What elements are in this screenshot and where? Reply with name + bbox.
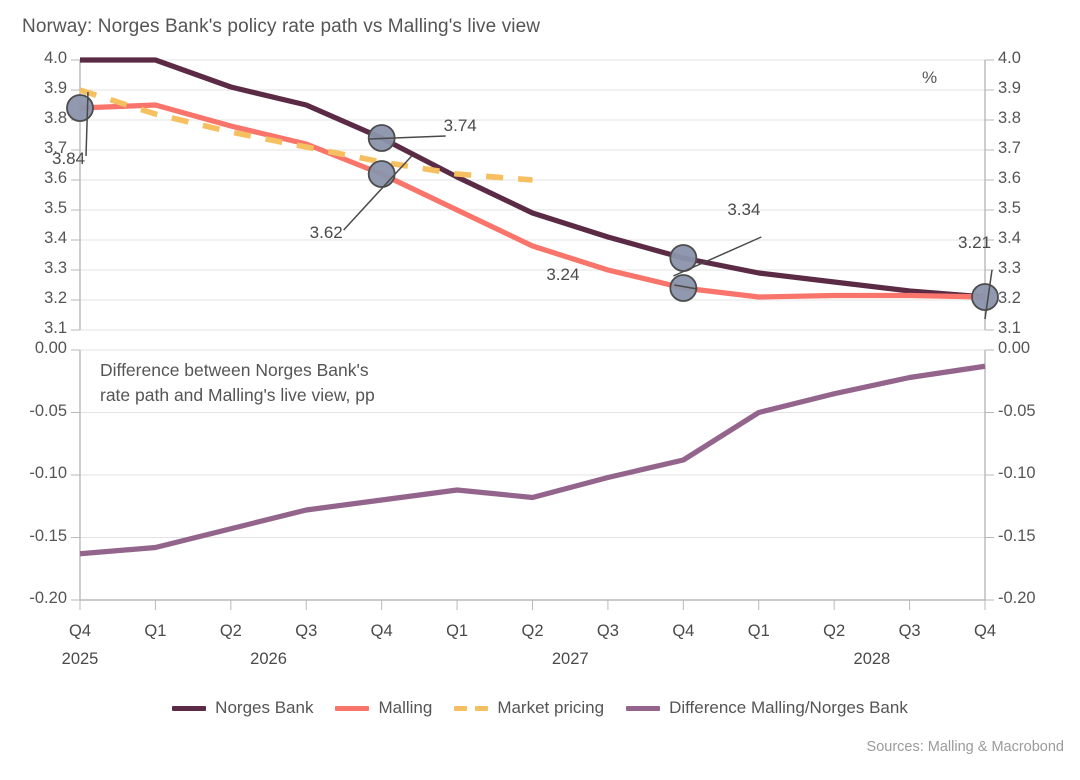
annotation-leader-lines (85, 91, 993, 320)
x-axis-year-label: 2025 (61, 650, 99, 668)
y-axis-tick-right: -0.10 (998, 464, 1036, 482)
legend-item-3[interactable]: Difference Malling/Norges Bank (626, 698, 908, 718)
x-axis-quarter-label: Q4 (68, 622, 91, 640)
x-axis-quarter-label: Q3 (295, 622, 318, 640)
y-axis-tick-right: 4.0 (998, 49, 1021, 67)
x-axis-quarter-label: Q2 (219, 622, 242, 640)
legend-label: Market pricing (497, 698, 605, 717)
x-axis-quarter-label: Q1 (144, 622, 167, 640)
data-point-label: 3.62 (309, 223, 343, 242)
x-axis-year-label: 2027 (551, 650, 589, 668)
data-point-label: 3.74 (443, 116, 477, 135)
y-axis-tick-right: -0.20 (998, 589, 1036, 607)
x-axis-quarter-label: Q4 (370, 622, 393, 640)
data-point-label: 3.34 (727, 200, 761, 219)
y-axis-tick-left: 0.00 (34, 339, 67, 357)
legend-item-1[interactable]: Malling (335, 698, 432, 718)
x-axis-quarter-label: Q2 (823, 622, 846, 640)
y-axis-tick-right: 3.2 (998, 289, 1021, 307)
y-axis-tick-left: 3.5 (44, 199, 67, 217)
x-axis-quarter-label: Q4 (973, 622, 996, 640)
y-axis-tick-left: 3.8 (44, 109, 67, 127)
legend-swatch-icon (335, 705, 370, 711)
data-point-label: 3.21 (958, 233, 992, 252)
y-axis-tick-right: 0.00 (998, 339, 1031, 357)
legend-swatch-icon (454, 705, 489, 711)
legend-label: Difference Malling/Norges Bank (669, 698, 908, 717)
y-axis-tick-right: 3.9 (998, 79, 1021, 97)
y-axis-tick-right: -0.05 (998, 401, 1036, 420)
x-axis-quarter-label: Q4 (672, 622, 695, 640)
y-axis-tick-left: 3.3 (44, 259, 67, 277)
series-lines (79, 57, 986, 557)
y-axis-tick-left: -0.05 (29, 401, 67, 420)
chart-legend: Norges Bank Malling Market pricing Differen… (0, 698, 1080, 718)
y-axis-tick-right: 3.3 (998, 259, 1021, 277)
page-title: Norway: Norges Bank's policy rate path v… (22, 16, 541, 37)
gridlines (71, 59, 994, 610)
x-axis-quarter-label: Q3 (898, 622, 921, 640)
x-axis-quarter-label: Q2 (521, 622, 544, 640)
legend-swatch-icon (626, 705, 661, 711)
x-axis-year-label: 2028 (853, 650, 891, 668)
unit-label: % (922, 68, 938, 87)
y-axis-tick-left: 3.7 (44, 139, 67, 157)
lower-panel-note: Difference between Norges Bank's rate pa… (100, 360, 375, 405)
y-axis-tick-left: -0.10 (29, 464, 67, 482)
x-axis-year-label: 2026 (250, 650, 287, 668)
y-axis-tick-right: 3.5 (998, 199, 1021, 217)
data-point-label: 3.84 (52, 149, 86, 168)
x-axis-quarter-label: Q1 (446, 622, 469, 640)
y-axis-tick-left: -0.15 (29, 526, 67, 545)
legend-swatch-icon (172, 705, 207, 711)
y-axis-tick-right: 3.1 (998, 319, 1021, 337)
y-axis-tick-left: 3.2 (44, 289, 67, 307)
x-axis-quarter-label: Q3 (596, 622, 619, 640)
y-axis-tick-left: 3.4 (44, 229, 67, 247)
data-point-label: 3.24 (546, 265, 580, 284)
legend-label: Norges Bank (215, 698, 314, 717)
legend-label: Malling (378, 698, 433, 717)
source-attribution: Sources: Malling & Macrobond (866, 739, 1064, 755)
legend-item-0[interactable]: Norges Bank (172, 698, 313, 718)
y-axis-tick-left: 4.0 (44, 49, 67, 67)
x-axis-quarter-label: Q1 (747, 622, 770, 640)
legend-item-2[interactable]: Market pricing (454, 698, 604, 718)
y-axis-tick-left: -0.20 (29, 589, 67, 607)
y-axis-tick-right: 3.8 (998, 109, 1021, 127)
y-axis-tick-right: 3.4 (998, 229, 1021, 247)
y-axis-tick-left: 3.1 (44, 319, 67, 337)
y-axis-tick-left: 3.6 (44, 169, 67, 187)
y-axis-tick-right: 3.7 (998, 139, 1021, 157)
y-axis-tick-right: -0.15 (998, 526, 1036, 545)
y-axis-tick-left: 3.9 (44, 79, 67, 97)
y-axis-tick-right: 3.6 (998, 169, 1021, 187)
